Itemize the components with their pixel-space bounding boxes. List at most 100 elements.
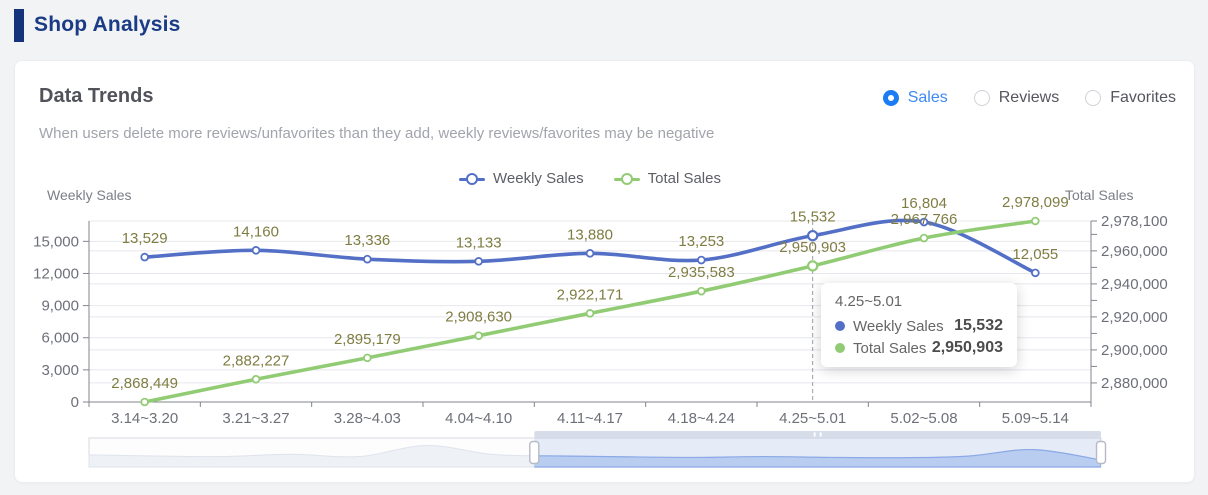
total-sales-point[interactable] <box>585 309 595 318</box>
svg-text:6,000: 6,000 <box>41 330 79 347</box>
legend-label: Weekly Sales <box>493 170 584 187</box>
left-axis-name: Weekly Sales <box>47 187 132 203</box>
svg-text:3,000: 3,000 <box>41 362 79 379</box>
svg-text:2,895,179: 2,895,179 <box>334 331 401 348</box>
weekly-sales-point[interactable] <box>1031 268 1040 278</box>
slider-grip-icon <box>813 432 816 437</box>
weekly-sales-point[interactable] <box>697 255 706 265</box>
svg-text:13,529: 13,529 <box>122 230 168 247</box>
svg-text:2,935,583: 2,935,583 <box>668 264 735 281</box>
total-sales-point[interactable] <box>697 286 706 296</box>
data-zoom-slider[interactable] <box>88 431 1107 468</box>
legend-label: Total Sales <box>647 170 721 187</box>
svg-text:2,950,903: 2,950,903 <box>779 239 846 256</box>
total-sales-point[interactable] <box>474 331 483 340</box>
total-sales-point[interactable] <box>251 374 261 384</box>
tooltip-row: Total Sales 2,950,903 <box>835 339 1003 357</box>
page-title: Shop Analysis <box>34 13 181 36</box>
radio-favorites[interactable]: Favorites <box>1085 89 1176 107</box>
total-sales-labels: 2,868,449 2,882,227 2,895,179 2,908,630 2,92… <box>111 194 1068 392</box>
slider-overview-selected <box>534 448 1101 468</box>
svg-text:2,960,000: 2,960,000 <box>1101 243 1168 260</box>
svg-text:3.28~4.03: 3.28~4.03 <box>334 410 401 427</box>
total-sales-point[interactable] <box>363 353 372 363</box>
slider-handle-right[interactable] <box>1095 440 1107 465</box>
svg-text:2,880,000: 2,880,000 <box>1101 375 1168 392</box>
svg-text:3.14~3.20: 3.14~3.20 <box>111 410 178 427</box>
svg-text:2,920,000: 2,920,000 <box>1101 309 1168 326</box>
weekly-sales-point[interactable] <box>919 217 929 227</box>
radio-sales[interactable]: Sales <box>882 89 948 107</box>
trend-chart-svg: 3.14~3.20 3.21~3.27 3.28~4.03 4.04~4.10 4.11… <box>33 194 1168 468</box>
card-note: When users delete more reviews/unfavorit… <box>39 125 715 142</box>
tooltip-series-value: 15,532 <box>954 317 1003 334</box>
tooltip-row: Weekly Sales 15,532 <box>835 317 1003 335</box>
right-axis-name: Total Sales <box>1065 187 1134 203</box>
data-trends-card: Data Trends Sales Reviews Favorites When u… <box>14 60 1195 483</box>
weekly-sales-point[interactable] <box>585 249 595 258</box>
svg-text:2,967,766: 2,967,766 <box>891 211 958 228</box>
total-sales-point[interactable] <box>1031 216 1040 226</box>
legend-line-circle-icon <box>613 172 640 185</box>
weekly-sales-point[interactable] <box>363 254 372 264</box>
radio-label: Sales <box>907 89 948 106</box>
svg-text:9,000: 9,000 <box>41 298 79 315</box>
svg-text:4.18~4.24: 4.18~4.24 <box>668 410 735 427</box>
svg-text:13,880: 13,880 <box>567 226 613 243</box>
weekly-sales-point[interactable] <box>251 246 261 255</box>
axes <box>83 220 1097 407</box>
svg-text:2,900,000: 2,900,000 <box>1101 342 1168 359</box>
slider-move-handle[interactable] <box>534 431 1101 438</box>
svg-text:15,532: 15,532 <box>790 209 836 226</box>
radio-dot-reviews[interactable] <box>973 90 990 106</box>
svg-text:12,000: 12,000 <box>33 265 79 282</box>
svg-text:2,908,630: 2,908,630 <box>445 309 512 326</box>
tooltip-series-value: 2,950,903 <box>931 339 1003 356</box>
svg-text:2,922,171: 2,922,171 <box>557 286 624 303</box>
weekly-sales-labels: 13,529 14,160 13,336 13,133 13,880 13,253 15,5… <box>122 195 1059 263</box>
total-sales-point[interactable] <box>806 260 819 272</box>
weekly-sales-point[interactable] <box>474 257 483 266</box>
axis-tick-labels: 3.14~3.20 3.21~3.27 3.28~4.03 4.04~4.10 4.11… <box>33 213 1168 427</box>
radio-dot-favorites[interactable] <box>1085 90 1102 106</box>
svg-text:14,160: 14,160 <box>233 223 279 240</box>
weekly-sales-point[interactable] <box>806 229 819 242</box>
legend-item-total-sales[interactable]: Total Sales <box>613 170 721 187</box>
svg-text:5.02~5.08: 5.02~5.08 <box>890 410 957 427</box>
tooltip-series-label: Weekly Sales <box>853 317 944 335</box>
page-header: Shop Analysis <box>14 8 181 42</box>
legend-line-circle-icon <box>459 172 486 185</box>
svg-text:0: 0 <box>71 394 79 411</box>
weekly-sales-series: 13,529 14,160 13,336 13,133 13,880 13,253 15,5… <box>122 195 1059 278</box>
weekly-sales-point[interactable] <box>140 252 149 262</box>
chart-legend: Weekly Sales Total Sales <box>89 170 1091 187</box>
svg-text:2,940,000: 2,940,000 <box>1101 276 1168 293</box>
legend-item-weekly-sales[interactable]: Weekly Sales <box>459 170 584 187</box>
tooltip-rows: Weekly Sales 15,532 Total Sales 2,950,903 <box>835 317 1003 357</box>
svg-text:2,868,449: 2,868,449 <box>111 375 178 392</box>
svg-text:16,804: 16,804 <box>901 195 947 212</box>
svg-text:13,253: 13,253 <box>678 233 724 250</box>
svg-text:12,055: 12,055 <box>1012 246 1058 263</box>
chart-tooltip: 4.25~5.01 Weekly Sales 15,532 Total Sales 2… <box>821 283 1017 367</box>
radio-reviews[interactable]: Reviews <box>973 89 1059 107</box>
total-sales-series: 2,868,449 2,882,227 2,895,179 2,908,630 2,92… <box>111 194 1069 407</box>
series-dot-icon <box>835 343 845 353</box>
total-sales-point[interactable] <box>140 397 149 407</box>
tooltip-series-label: Total Sales <box>853 339 927 357</box>
metric-radio-group: Sales Reviews Favorites <box>882 89 1176 107</box>
svg-text:13,133: 13,133 <box>456 234 502 251</box>
svg-text:2,978,100: 2,978,100 <box>1101 213 1168 230</box>
svg-text:4.25~5.01: 4.25~5.01 <box>779 410 846 427</box>
radio-dot-sales[interactable] <box>882 90 899 106</box>
series-dot-icon <box>835 321 845 331</box>
total-sales-point[interactable] <box>919 233 929 243</box>
svg-text:2,882,227: 2,882,227 <box>223 352 290 369</box>
svg-text:2,978,099: 2,978,099 <box>1002 194 1069 211</box>
svg-text:4.11~4.17: 4.11~4.17 <box>557 410 623 427</box>
slider-handle-left[interactable] <box>529 440 540 465</box>
card-title: Data Trends <box>39 85 154 107</box>
svg-text:3.21~3.27: 3.21~3.27 <box>222 410 289 427</box>
svg-text:4.04~4.10: 4.04~4.10 <box>445 410 512 427</box>
